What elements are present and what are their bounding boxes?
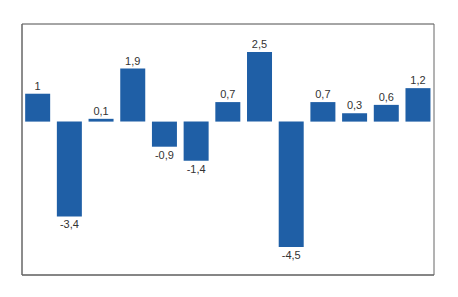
svg-text:0,7: 0,7 <box>315 88 330 100</box>
svg-text:0,7: 0,7 <box>220 88 235 100</box>
svg-text:1: 1 <box>35 80 41 92</box>
svg-text:2,5: 2,5 <box>252 38 267 50</box>
svg-text:-4,5: -4,5 <box>282 249 301 261</box>
svg-text:1,9: 1,9 <box>125 55 140 67</box>
svg-text:0,1: 0,1 <box>93 105 108 117</box>
svg-text:0,6: 0,6 <box>379 91 394 103</box>
svg-text:-3,4: -3,4 <box>60 218 79 230</box>
svg-text:-1,4: -1,4 <box>187 163 206 175</box>
svg-text:-0,9: -0,9 <box>155 149 174 161</box>
svg-text:0,3: 0,3 <box>347 99 362 111</box>
svg-text:1,2: 1,2 <box>410 74 425 86</box>
